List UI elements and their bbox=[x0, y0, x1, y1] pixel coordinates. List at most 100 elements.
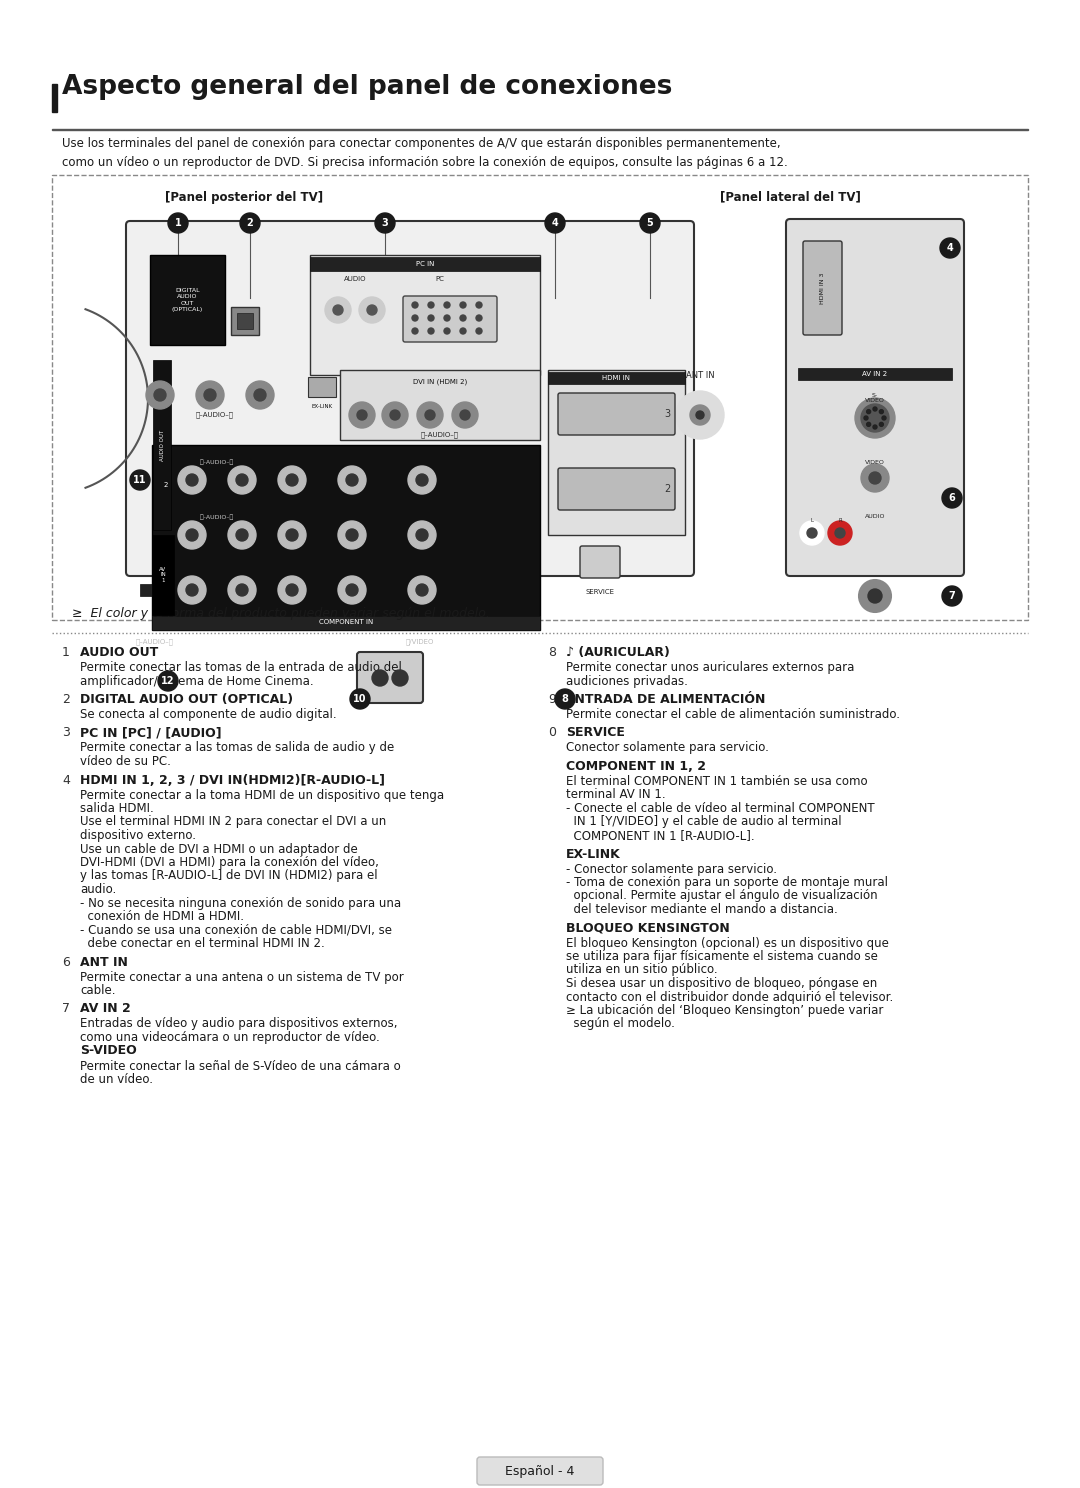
Text: 4: 4 bbox=[947, 243, 954, 253]
Text: AUDIO OUT: AUDIO OUT bbox=[80, 646, 159, 659]
Circle shape bbox=[146, 381, 174, 409]
Circle shape bbox=[411, 302, 418, 308]
Circle shape bbox=[428, 327, 434, 333]
Text: debe conectar en el terminal HDMI IN 2.: debe conectar en el terminal HDMI IN 2. bbox=[80, 937, 325, 949]
Circle shape bbox=[426, 411, 435, 420]
Text: AUDIO: AUDIO bbox=[343, 275, 366, 283]
Circle shape bbox=[154, 388, 166, 400]
Text: 3: 3 bbox=[664, 409, 670, 420]
Text: 2: 2 bbox=[62, 693, 70, 705]
Circle shape bbox=[390, 411, 400, 420]
Bar bbox=[340, 371, 540, 440]
Circle shape bbox=[460, 315, 465, 321]
Circle shape bbox=[861, 464, 889, 493]
Circle shape bbox=[186, 475, 198, 487]
Circle shape bbox=[408, 576, 436, 604]
Circle shape bbox=[286, 583, 298, 597]
Text: ≥ La ubicación del ‘Bloqueo Kensington’ puede variar: ≥ La ubicación del ‘Bloqueo Kensington’ … bbox=[566, 1004, 883, 1016]
Circle shape bbox=[690, 405, 710, 426]
Circle shape bbox=[372, 670, 388, 686]
Circle shape bbox=[130, 470, 150, 490]
Text: HDMI IN 3: HDMI IN 3 bbox=[820, 272, 824, 304]
Text: Permite conectar la señal de S-Vídeo de una cámara o: Permite conectar la señal de S-Vídeo de … bbox=[80, 1059, 401, 1073]
FancyBboxPatch shape bbox=[804, 241, 842, 335]
Circle shape bbox=[696, 411, 704, 420]
Text: ≥  El color y la forma del producto pueden variar según el modelo.: ≥ El color y la forma del producto puede… bbox=[72, 607, 490, 620]
Text: DVI IN (HDMI 2): DVI IN (HDMI 2) bbox=[413, 379, 468, 385]
Circle shape bbox=[349, 402, 375, 429]
Circle shape bbox=[346, 530, 357, 542]
Bar bbox=[310, 257, 540, 271]
Text: se utiliza para fijar físicamente el sistema cuando se: se utiliza para fijar físicamente el sis… bbox=[566, 949, 878, 963]
Text: 8: 8 bbox=[562, 693, 568, 704]
Text: PC IN [PC] / [AUDIO]: PC IN [PC] / [AUDIO] bbox=[80, 726, 221, 740]
Text: audiciones privadas.: audiciones privadas. bbox=[566, 674, 688, 687]
Circle shape bbox=[278, 521, 306, 549]
Text: cable.: cable. bbox=[80, 984, 116, 997]
Circle shape bbox=[357, 411, 367, 420]
Text: DIGITAL
AUDIO
OUT
(OPTICAL): DIGITAL AUDIO OUT (OPTICAL) bbox=[172, 289, 203, 312]
Text: conexión de HDMI a HDMI.: conexión de HDMI a HDMI. bbox=[80, 911, 244, 923]
Circle shape bbox=[868, 589, 882, 603]
Text: HDMI IN 1, 2, 3 / DVI IN(HDMI2)[R-AUDIO-L]: HDMI IN 1, 2, 3 / DVI IN(HDMI2)[R-AUDIO-… bbox=[80, 774, 384, 787]
Text: Permite conectar las tomas de la entrada de audio del: Permite conectar las tomas de la entrada… bbox=[80, 661, 402, 674]
FancyBboxPatch shape bbox=[403, 296, 497, 342]
Circle shape bbox=[338, 466, 366, 494]
Circle shape bbox=[866, 423, 870, 427]
Circle shape bbox=[408, 466, 436, 494]
Text: vídeo de su PC.: vídeo de su PC. bbox=[80, 754, 171, 768]
Text: - Conecte el cable de vídeo al terminal COMPONENT: - Conecte el cable de vídeo al terminal … bbox=[566, 802, 875, 815]
FancyBboxPatch shape bbox=[558, 469, 675, 510]
Circle shape bbox=[186, 530, 198, 542]
Text: - Toma de conexión para un soporte de montaje mural: - Toma de conexión para un soporte de mo… bbox=[566, 876, 888, 888]
Circle shape bbox=[800, 521, 824, 545]
Bar bbox=[548, 371, 685, 536]
Circle shape bbox=[204, 388, 216, 400]
Text: Ⓡ–AUDIO–Ⓛ: Ⓡ–AUDIO–Ⓛ bbox=[195, 412, 234, 418]
Circle shape bbox=[416, 530, 428, 542]
Text: Aspecto general del panel de conexiones: Aspecto general del panel de conexiones bbox=[62, 74, 673, 100]
Text: Permite conectar a la toma HDMI de un dispositivo que tenga: Permite conectar a la toma HDMI de un di… bbox=[80, 789, 444, 802]
Text: Español - 4: Español - 4 bbox=[505, 1464, 575, 1478]
Circle shape bbox=[228, 576, 256, 604]
Text: S-
VIDEO: S- VIDEO bbox=[865, 393, 885, 403]
Text: 3: 3 bbox=[62, 726, 70, 740]
Circle shape bbox=[158, 671, 178, 690]
Circle shape bbox=[254, 388, 266, 400]
Text: del televisor mediante el mando a distancia.: del televisor mediante el mando a distan… bbox=[566, 903, 838, 917]
Text: Use un cable de DVI a HDMI o un adaptador de: Use un cable de DVI a HDMI o un adaptado… bbox=[80, 842, 357, 856]
Circle shape bbox=[416, 583, 428, 597]
Circle shape bbox=[942, 488, 962, 507]
Circle shape bbox=[408, 521, 436, 549]
Text: EX-LINK: EX-LINK bbox=[566, 848, 621, 860]
Text: 1: 1 bbox=[175, 219, 181, 228]
Circle shape bbox=[807, 528, 816, 539]
Circle shape bbox=[869, 472, 881, 484]
Circle shape bbox=[873, 426, 877, 429]
Text: Use los terminales del panel de conexión para conectar componentes de A/V que es: Use los terminales del panel de conexión… bbox=[62, 137, 787, 170]
Text: 2: 2 bbox=[246, 219, 254, 228]
Circle shape bbox=[178, 466, 206, 494]
Circle shape bbox=[940, 238, 960, 257]
Circle shape bbox=[240, 213, 260, 234]
Text: [Panel posterior del TV]: [Panel posterior del TV] bbox=[165, 190, 323, 204]
Circle shape bbox=[676, 391, 724, 439]
Circle shape bbox=[411, 327, 418, 333]
Text: COMPONENT IN: COMPONENT IN bbox=[319, 619, 373, 625]
Circle shape bbox=[178, 576, 206, 604]
Bar bbox=[231, 307, 259, 335]
Text: VIDEO: VIDEO bbox=[865, 460, 885, 466]
Circle shape bbox=[346, 583, 357, 597]
Text: opcional. Permite ajustar el ángulo de visualización: opcional. Permite ajustar el ángulo de v… bbox=[566, 890, 878, 903]
Text: COMPONENT IN 1 [R-AUDIO-L].: COMPONENT IN 1 [R-AUDIO-L]. bbox=[566, 829, 755, 842]
Circle shape bbox=[382, 402, 408, 429]
Text: 7: 7 bbox=[948, 591, 956, 601]
Text: PC IN: PC IN bbox=[416, 260, 434, 266]
Text: ENTRADA DE ALIMENTACIÓN: ENTRADA DE ALIMENTACIÓN bbox=[566, 693, 766, 705]
Text: - Cuando se usa una conexión de cable HDMI/DVI, se: - Cuando se usa una conexión de cable HD… bbox=[80, 924, 392, 936]
Circle shape bbox=[392, 670, 408, 686]
Text: 4: 4 bbox=[552, 219, 558, 228]
Text: Permite conectar a las tomas de salida de audio y de: Permite conectar a las tomas de salida d… bbox=[80, 741, 394, 754]
Circle shape bbox=[855, 397, 895, 437]
Circle shape bbox=[866, 409, 870, 414]
